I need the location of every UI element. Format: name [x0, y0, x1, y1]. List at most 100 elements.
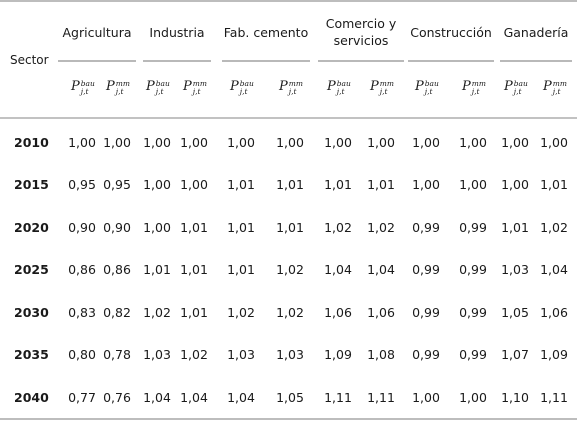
group-header-comercio-line1: Comercio y: [325, 16, 397, 31]
group-header-agricultura: Agricultura: [62, 25, 132, 40]
symbol-scripts: bau j,t: [156, 80, 170, 96]
row-year-label: 2020: [14, 220, 49, 235]
table-bottom-rule: [0, 418, 577, 420]
header-body-rule: [0, 117, 577, 119]
table-cell: 0,99: [459, 305, 487, 320]
table-cell: 1,02: [367, 220, 395, 235]
symbol-base: P: [327, 79, 336, 94]
symbol-base: P: [370, 79, 379, 94]
table-cell: 1,00: [143, 220, 171, 235]
table-cell: 0,82: [103, 305, 131, 320]
table-cell: 1,06: [367, 305, 395, 320]
table-cell: 1,11: [324, 390, 352, 405]
group-header-fab-cemento: Fab. cemento: [223, 25, 309, 40]
group-underline-industria: [143, 60, 211, 62]
symbol-scripts: mm j,t: [553, 80, 567, 96]
table-cell: 1,02: [324, 220, 352, 235]
table-cell: 1,03: [276, 347, 304, 362]
table-cell: 1,01: [227, 262, 255, 277]
sector-column-header: Sector: [10, 53, 49, 67]
symbol-subscript: j,t: [513, 87, 522, 96]
table-cell: 1,00: [227, 135, 255, 150]
symbol-subscript: j,t: [471, 87, 480, 96]
group-header-comercio-servicios: Comercio y servicios: [318, 15, 404, 49]
table-cell: 1,00: [501, 177, 529, 192]
symbol-superscript: bau: [513, 79, 528, 88]
symbol-superscript: bau: [80, 79, 95, 88]
table-cell: 0,95: [68, 177, 96, 192]
symbol-subscript: j,t: [424, 87, 433, 96]
symbol-base: P: [279, 79, 288, 94]
table-cell: 1,04: [540, 262, 568, 277]
symbol-scripts: mm j,t: [380, 80, 394, 96]
table-cell: 1,01: [276, 177, 304, 192]
table-cell: 0,90: [68, 220, 96, 235]
group-header-industria: Industria: [149, 25, 205, 40]
symbol-base: P: [504, 79, 513, 94]
table-cell: 0,99: [459, 262, 487, 277]
table-cell: 1,00: [276, 135, 304, 150]
table-cell: 1,02: [276, 305, 304, 320]
table-cell: 0,80: [68, 347, 96, 362]
table-cell: 1,01: [276, 220, 304, 235]
symbol-base: P: [543, 79, 552, 94]
symbol-subscript: j,t: [239, 87, 248, 96]
symbol-superscript: mm: [288, 79, 303, 88]
table-cell: 0,99: [412, 347, 440, 362]
symbol-superscript: bau: [424, 79, 439, 88]
symbol-subscript: j,t: [288, 87, 297, 96]
table-cell: 1,01: [227, 220, 255, 235]
table-cell: 1,01: [367, 177, 395, 192]
table-cell: 0,90: [103, 220, 131, 235]
table-cell: 1,00: [412, 135, 440, 150]
table-cell: 1,01: [143, 262, 171, 277]
table-cell: 0,99: [459, 347, 487, 362]
table-cell: 1,02: [227, 305, 255, 320]
symbol-scripts: bau j,t: [514, 80, 528, 96]
row-year-label: 2010: [14, 135, 49, 150]
table-cell: 1,00: [324, 135, 352, 150]
table-cell: 1,09: [540, 347, 568, 362]
table-cell: 1,03: [143, 347, 171, 362]
table-cell: 1,00: [103, 135, 131, 150]
table-cell: 0,99: [459, 220, 487, 235]
group-underline-ganaderia: [500, 60, 572, 62]
table-cell: 1,00: [180, 135, 208, 150]
symbol-superscript: mm: [379, 79, 394, 88]
table-cell: 0,76: [103, 390, 131, 405]
table-cell: 1,03: [227, 347, 255, 362]
symbol-superscript: mm: [552, 79, 567, 88]
table-cell: 1,00: [68, 135, 96, 150]
symbol-subscript: j,t: [155, 87, 164, 96]
symbol-scripts: mm j,t: [289, 80, 303, 96]
symbol-base: P: [462, 79, 471, 94]
symbol-scripts: mm j,t: [193, 80, 207, 96]
symbol-base: P: [183, 79, 192, 94]
table-cell: 1,02: [540, 220, 568, 235]
symbol-base: P: [230, 79, 239, 94]
symbol-superscript: mm: [471, 79, 486, 88]
table-cell: 1,04: [367, 262, 395, 277]
table-cell: 1,10: [501, 390, 529, 405]
symbol-subscript: j,t: [80, 87, 89, 96]
table-cell: 1,11: [540, 390, 568, 405]
table-cell: 0,95: [103, 177, 131, 192]
group-underline-comercio-servicios: [318, 60, 404, 62]
table-cell: 1,01: [501, 220, 529, 235]
symbol-scripts: mm j,t: [472, 80, 486, 96]
row-year-label: 2025: [14, 262, 49, 277]
symbol-superscript: bau: [336, 79, 351, 88]
table-cell: 1,02: [143, 305, 171, 320]
table-cell: 1,04: [324, 262, 352, 277]
group-underline-agricultura: [58, 60, 136, 62]
table-cell: 1,04: [143, 390, 171, 405]
table-cell: 1,01: [180, 262, 208, 277]
table-cell: 1,07: [501, 347, 529, 362]
row-year-label: 2030: [14, 305, 49, 320]
